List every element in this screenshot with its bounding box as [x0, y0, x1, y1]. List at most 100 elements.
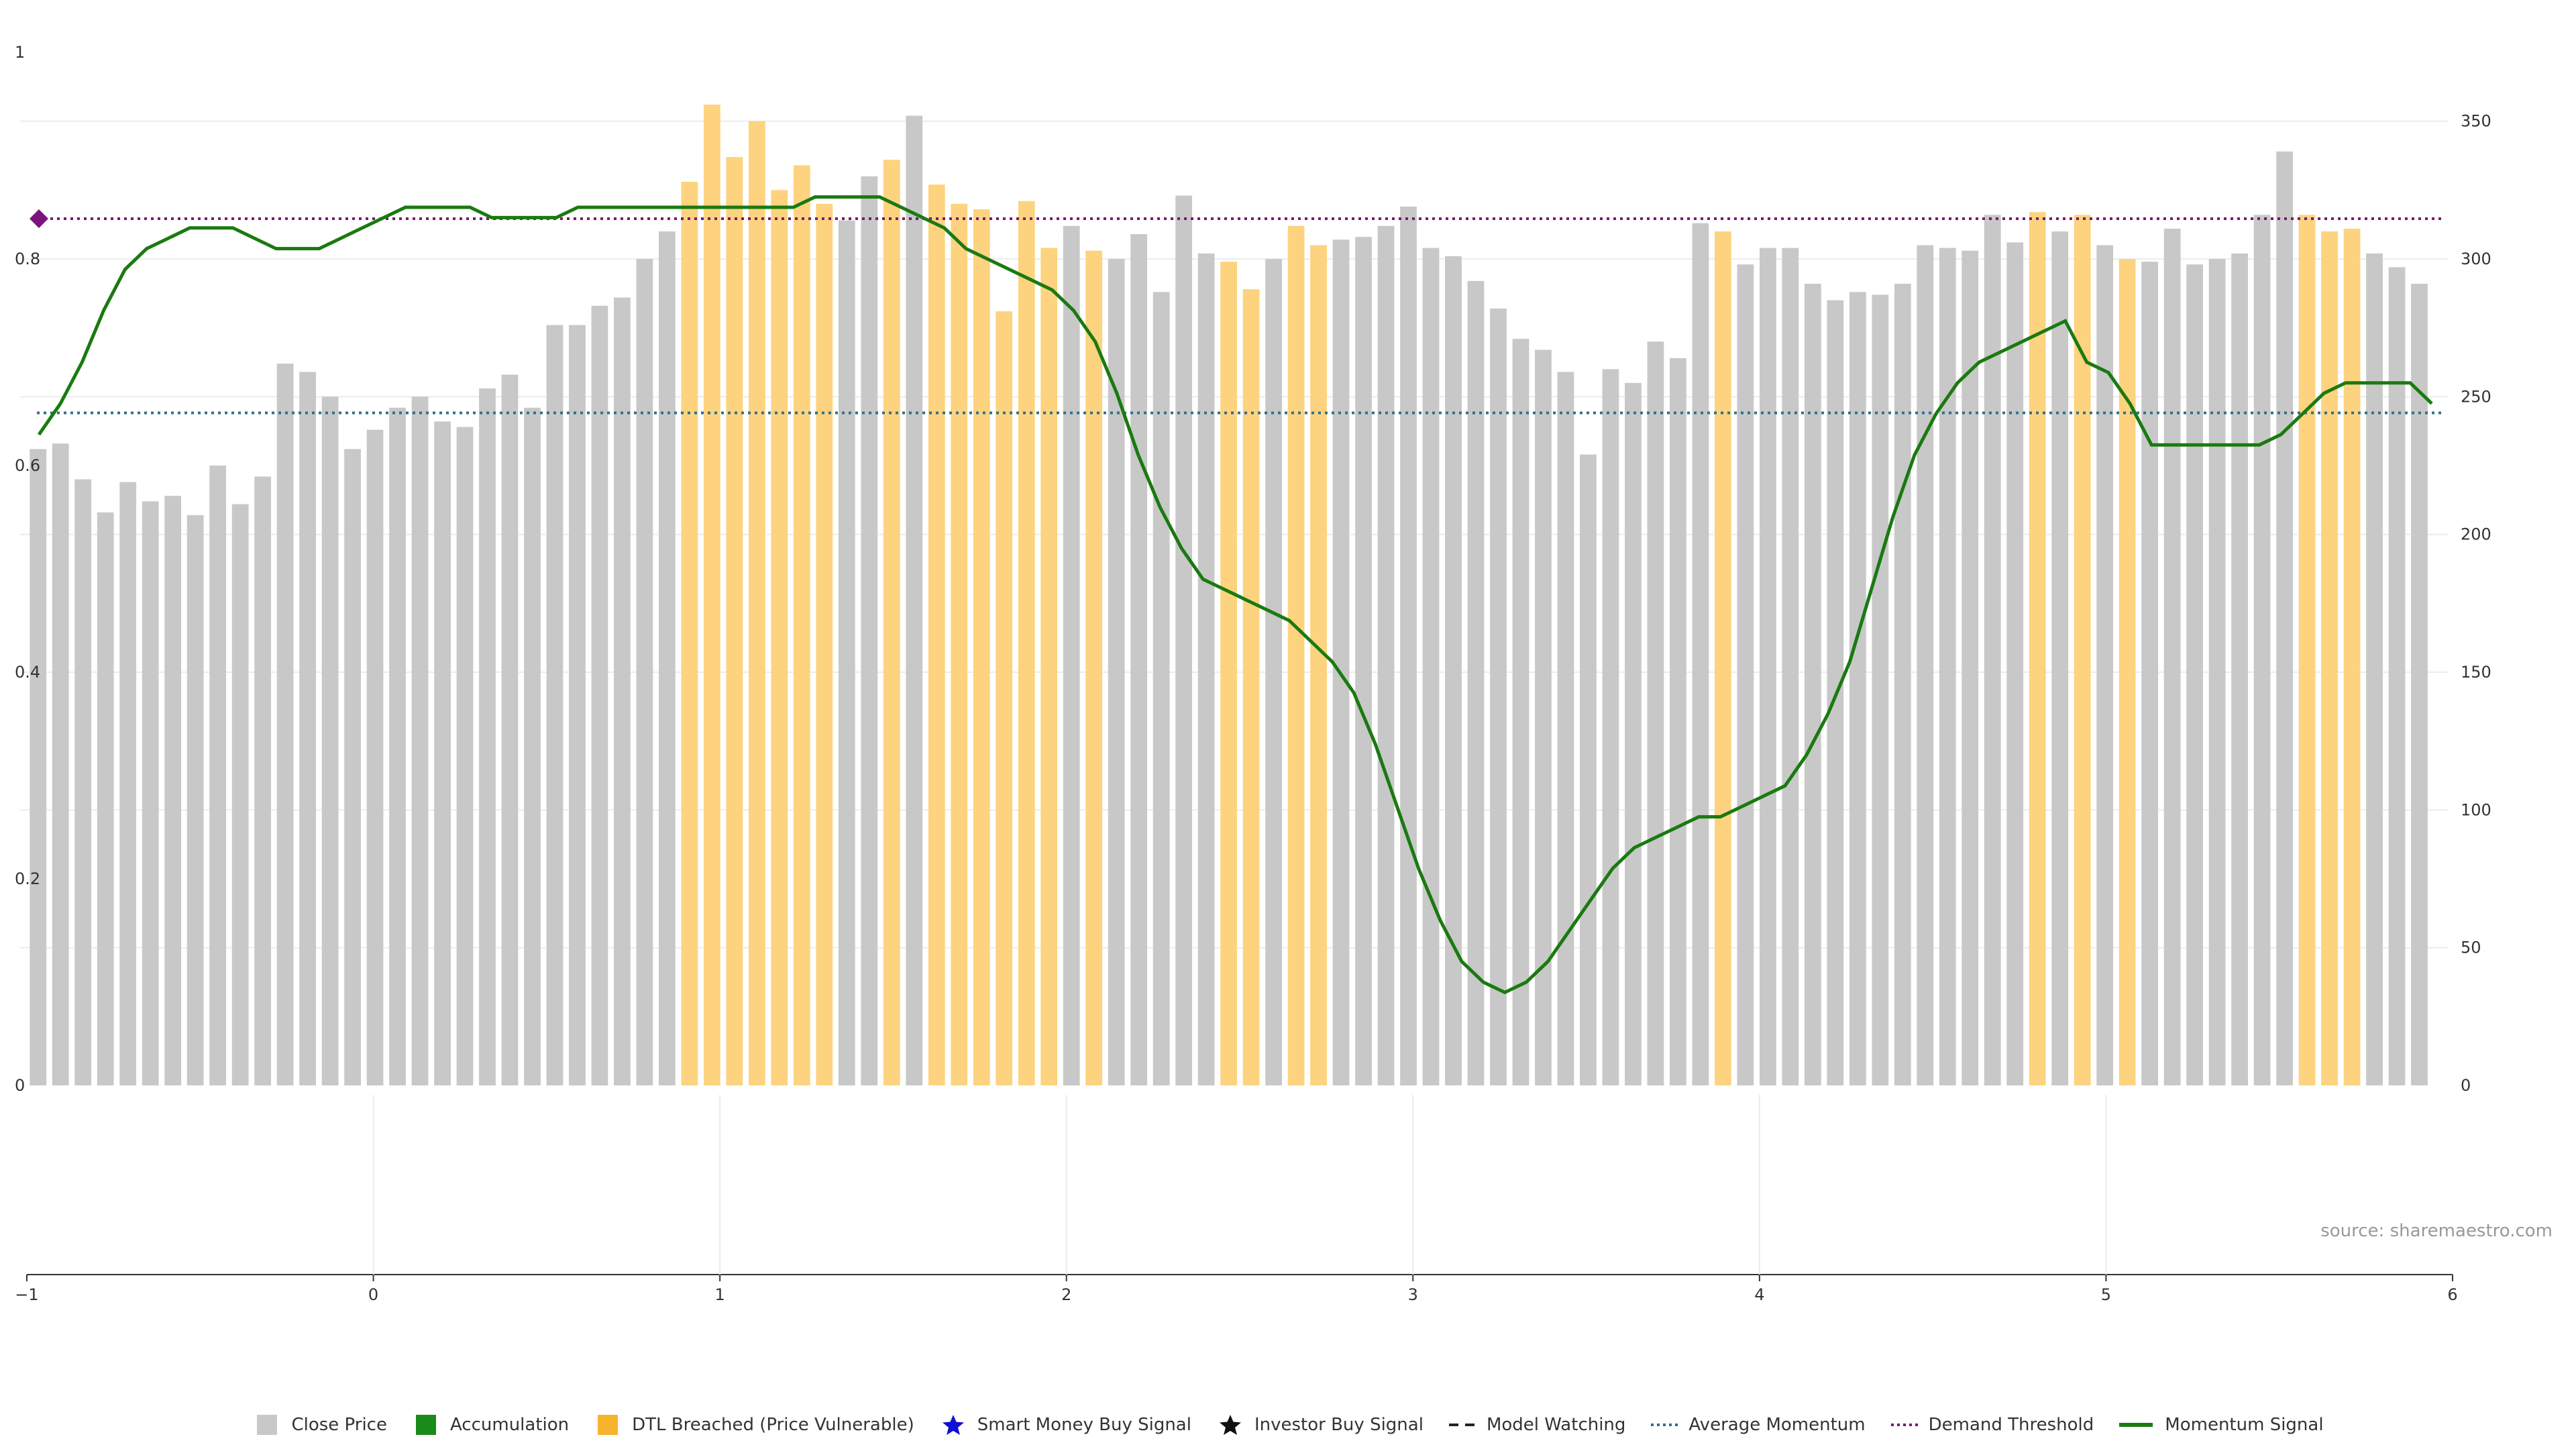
legend-swatch-icon — [415, 1415, 436, 1435]
x-axis-tick: 2 — [1061, 1285, 1071, 1304]
left-axis-tick: 0.6 — [15, 456, 40, 475]
close-price-bar — [2388, 267, 2406, 1085]
close-price-bar — [2186, 264, 2204, 1085]
close-price-bar — [1377, 225, 1395, 1086]
close-price-bar — [2231, 253, 2248, 1086]
legend: Close Price Accumulation DTL Breached (Pri… — [0, 1409, 2576, 1441]
close-price-bar — [1984, 215, 2001, 1085]
close-price-bar — [321, 396, 339, 1086]
legend-item: Investor Buy Signal — [1216, 1414, 1424, 1436]
close-price-bar — [1535, 350, 1552, 1085]
close-price-bar — [1108, 259, 1125, 1085]
source-label: source: sharemaestro.com — [2320, 1221, 2553, 1241]
left-axis-tick: 0.4 — [15, 663, 40, 682]
close-price-bar — [1917, 245, 1934, 1085]
dtl-bar — [951, 203, 968, 1085]
close-price-bar — [1400, 206, 1417, 1085]
close-price-bar — [1804, 283, 1821, 1086]
dtl-bar — [2343, 228, 2361, 1085]
x-axis-tick: 0 — [368, 1285, 378, 1304]
close-price-bar — [411, 396, 429, 1086]
star-icon — [1219, 1415, 1241, 1435]
legend-item: Average Momentum — [1650, 1414, 1866, 1436]
close-price-bar — [614, 297, 631, 1085]
close-price-bar — [1849, 292, 1866, 1085]
x-axis-tick: −1 — [15, 1285, 38, 1304]
dtl-bar — [748, 121, 765, 1086]
legend-item: Model Watching — [1448, 1414, 1625, 1436]
dtl-bar — [973, 209, 990, 1086]
close-price-bar — [186, 515, 204, 1085]
close-price-bar — [1782, 248, 1799, 1085]
close-price-bar — [1422, 248, 1440, 1085]
close-price-bar — [2141, 262, 2159, 1085]
close-price-bar — [30, 449, 47, 1085]
close-price-bar — [2366, 253, 2383, 1086]
legend-label: Demand Threshold — [1928, 1415, 2094, 1435]
legend-label: Close Price — [291, 1415, 387, 1435]
close-price-bar — [1962, 250, 1979, 1086]
legend-label: Momentum Signal — [2165, 1415, 2324, 1435]
left-axis-tick: 0 — [15, 1076, 25, 1095]
close-price-bar — [74, 479, 92, 1085]
legend-label: Model Watching — [1486, 1415, 1626, 1435]
close-price-bar — [1692, 223, 1709, 1086]
legend-swatch-shape — [415, 1415, 436, 1435]
close-price-bar — [209, 466, 227, 1085]
right-axis-tick: 0 — [2461, 1076, 2471, 1095]
close-price-bar — [1737, 264, 1754, 1085]
legend-label: Accumulation — [449, 1415, 570, 1435]
dtl-bar — [681, 182, 698, 1086]
reference-lines — [37, 217, 2442, 415]
right-axis-tick: 350 — [2461, 112, 2491, 131]
close-price-bar — [1445, 256, 1462, 1086]
legend-star-shape — [1219, 1415, 1241, 1435]
legend-swatch-icon — [1448, 1424, 1476, 1426]
dtl-bar — [1242, 289, 1260, 1085]
left-axis-tick: 1 — [15, 43, 25, 62]
close-price-bar — [1355, 237, 1372, 1085]
dtl-bar — [726, 157, 743, 1085]
close-price-bar — [524, 407, 541, 1085]
legend-item: DTL Breached (Price Vulnerable) — [593, 1414, 914, 1436]
dtl-bar — [704, 105, 720, 1086]
bars — [30, 105, 2428, 1086]
close-price-bar — [389, 407, 406, 1085]
close-price-bar — [1894, 283, 1911, 1086]
dtl-bar — [771, 190, 788, 1085]
x-axis-tick: 6 — [2447, 1285, 2457, 1304]
close-price-bar — [434, 421, 451, 1085]
demand-marker — [30, 209, 48, 228]
left-axis-tick: 0.2 — [15, 869, 40, 888]
close-price-bar — [1625, 382, 1642, 1085]
close-price-bar — [142, 501, 159, 1085]
dtl-bar — [2118, 259, 2136, 1085]
dtl-bar — [1287, 225, 1305, 1086]
star-icon — [942, 1415, 964, 1435]
dtl-bar — [1018, 201, 1035, 1085]
close-price-bar — [2253, 215, 2271, 1085]
dtl-bar — [793, 165, 810, 1086]
legend-swatch-icon — [1651, 1424, 1678, 1426]
momentum-signal-line — [37, 195, 2433, 995]
legend-swatch-icon — [257, 1415, 278, 1435]
dtl-bar — [996, 311, 1013, 1086]
legend-star-shape — [942, 1415, 964, 1435]
close-price-bar — [569, 325, 586, 1085]
close-price-bar — [344, 449, 361, 1085]
close-price-bar — [231, 504, 249, 1085]
close-price-bar — [1602, 369, 1619, 1086]
right-axis-tick: 150 — [2461, 663, 2491, 682]
dtl-bar — [1040, 248, 1058, 1085]
legend-item: Accumulation — [411, 1414, 569, 1436]
legend-label: Smart Money Buy Signal — [977, 1415, 1191, 1435]
close-price-bar — [1490, 308, 1507, 1085]
right-axis-tick: 50 — [2461, 938, 2481, 957]
close-price-bar — [2276, 151, 2293, 1086]
dtl-bar — [928, 184, 945, 1085]
close-price-bar — [838, 220, 855, 1086]
x-axis-tick: 3 — [1408, 1285, 1418, 1304]
legend-item: Smart Money Buy Signal — [938, 1414, 1191, 1436]
dtl-bar — [1085, 250, 1103, 1086]
close-price-bar — [1063, 225, 1080, 1086]
